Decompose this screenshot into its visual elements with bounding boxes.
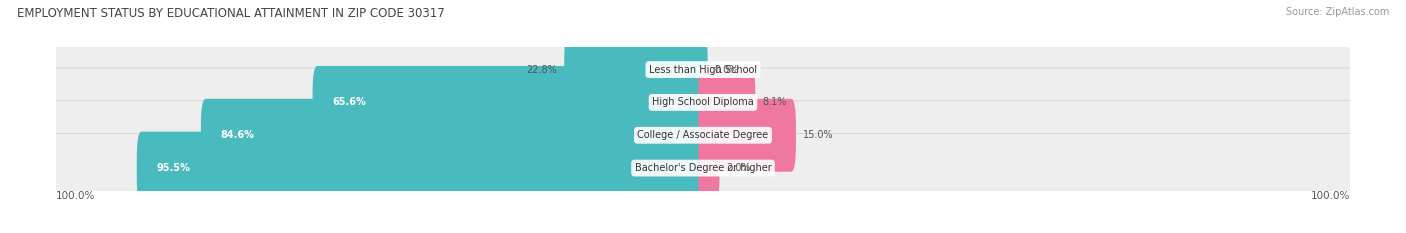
Text: 95.5%: 95.5% — [156, 163, 190, 173]
FancyBboxPatch shape — [564, 33, 707, 106]
FancyBboxPatch shape — [52, 68, 1354, 137]
Text: Bachelor's Degree or higher: Bachelor's Degree or higher — [634, 163, 772, 173]
Text: 15.0%: 15.0% — [803, 130, 834, 140]
FancyBboxPatch shape — [136, 132, 707, 205]
Text: 65.6%: 65.6% — [332, 97, 366, 107]
Text: 8.1%: 8.1% — [762, 97, 787, 107]
FancyBboxPatch shape — [52, 35, 1354, 104]
FancyBboxPatch shape — [201, 99, 707, 172]
Text: 22.8%: 22.8% — [526, 65, 557, 75]
Text: High School Diploma: High School Diploma — [652, 97, 754, 107]
Text: 0.0%: 0.0% — [714, 65, 740, 75]
Text: EMPLOYMENT STATUS BY EDUCATIONAL ATTAINMENT IN ZIP CODE 30317: EMPLOYMENT STATUS BY EDUCATIONAL ATTAINM… — [17, 7, 444, 20]
Text: College / Associate Degree: College / Associate Degree — [637, 130, 769, 140]
FancyBboxPatch shape — [699, 99, 796, 172]
Text: 2.0%: 2.0% — [727, 163, 751, 173]
FancyBboxPatch shape — [312, 66, 707, 139]
FancyBboxPatch shape — [52, 101, 1354, 170]
Text: 100.0%: 100.0% — [56, 191, 96, 201]
FancyBboxPatch shape — [699, 66, 755, 139]
Text: 100.0%: 100.0% — [1310, 191, 1350, 201]
Text: Less than High School: Less than High School — [650, 65, 756, 75]
Text: 84.6%: 84.6% — [221, 130, 254, 140]
Text: Source: ZipAtlas.com: Source: ZipAtlas.com — [1285, 7, 1389, 17]
FancyBboxPatch shape — [52, 134, 1354, 202]
FancyBboxPatch shape — [699, 132, 720, 205]
